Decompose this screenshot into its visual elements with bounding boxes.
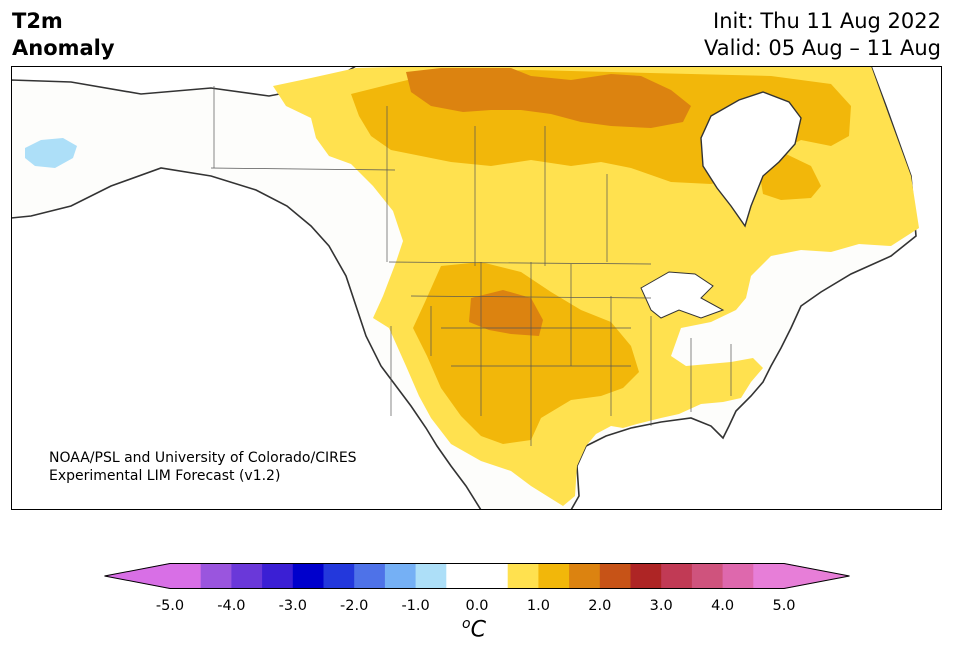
forecast-dates: Init: Thu 11 Aug 2022 Valid: 05 Aug – 11… [704, 8, 941, 62]
colorbar-tick-label: 1.0 [526, 598, 550, 614]
colorbar-over-arrow [784, 563, 850, 589]
colorbar-segment [292, 563, 324, 589]
political-boundaries [210, 86, 732, 446]
colorbar-segment [477, 563, 509, 589]
credit-text: NOAA/PSL and University of Colorado/CIRE… [49, 449, 357, 485]
credit-line-2: Experimental LIM Forecast (v1.2) [49, 468, 281, 484]
colorbar-segment [354, 563, 386, 589]
colorbar-segment [262, 563, 294, 589]
colorbar-segment [569, 563, 601, 589]
colorbar-segment [384, 563, 417, 589]
map-title: T2m Anomaly [12, 8, 115, 62]
anomaly-map [11, 66, 942, 510]
colorbar-unit: oC [462, 616, 486, 642]
map-svg [11, 66, 942, 510]
valid-range: Valid: 05 Aug – 11 Aug [703, 36, 941, 60]
colorbar-tick-label: 2.0 [588, 598, 612, 614]
colorbar-tick-label: 4.0 [711, 598, 735, 614]
colorbar-tick-label: -2.0 [340, 598, 369, 614]
colorbar-segment [507, 563, 539, 589]
colorbar-tick-label: 3.0 [649, 598, 673, 614]
map-frame [11, 66, 942, 510]
colorbar-tick-label: -4.0 [217, 598, 246, 614]
unit-letter: C [470, 617, 486, 643]
colorbar-tick-label: -1.0 [401, 598, 430, 614]
colorbar-under-arrow [104, 563, 170, 589]
colorbar-svg [104, 563, 850, 589]
init-date: Init: Thu 11 Aug 2022 [713, 9, 941, 33]
anomaly-1-5-to-2-west [469, 290, 543, 336]
colorbar-tick-label: -5.0 [155, 598, 185, 614]
anomaly-1-5-to-2-north [406, 68, 691, 128]
hudson-bay [700, 91, 802, 228]
colorbar-segment [323, 563, 355, 589]
colorbar-segment [231, 563, 263, 589]
colorbar-segment [722, 563, 754, 589]
colorbar-tick-label: 0.0 [465, 598, 489, 614]
colorbar-segment [446, 563, 478, 589]
colorbar-segment [415, 563, 447, 589]
anomaly-cold-alaska [25, 138, 77, 168]
great-lakes [640, 271, 725, 319]
unit-degree: o [462, 616, 471, 632]
colorbar-segment [599, 563, 631, 589]
colorbar-segment [630, 563, 662, 589]
colorbar-segment [200, 563, 232, 589]
colorbar-segment [753, 563, 785, 589]
title-line-2: Anomaly [12, 36, 115, 60]
colorbar [104, 563, 850, 589]
anomaly-1-to-1-5-west [413, 262, 639, 444]
colorbar-segment [661, 563, 693, 589]
colorbar-segment [538, 563, 570, 589]
colorbar-tick-labels: -5.0 -4.0 -3.0 -2.0 -1.0 0.0 1.0 2.0 3.0 4.0 5.0 [0, 598, 953, 618]
title-line-1: T2m [12, 9, 63, 33]
colorbar-outline [104, 563, 850, 589]
credit-line-1: NOAA/PSL and University of Colorado/CIRE… [49, 450, 357, 466]
colorbar-tick-label: -3.0 [278, 598, 307, 614]
colorbar-tick-label: 5.0 [772, 598, 796, 614]
colorbar-segment [170, 563, 202, 589]
colorbar-segment [691, 563, 724, 589]
